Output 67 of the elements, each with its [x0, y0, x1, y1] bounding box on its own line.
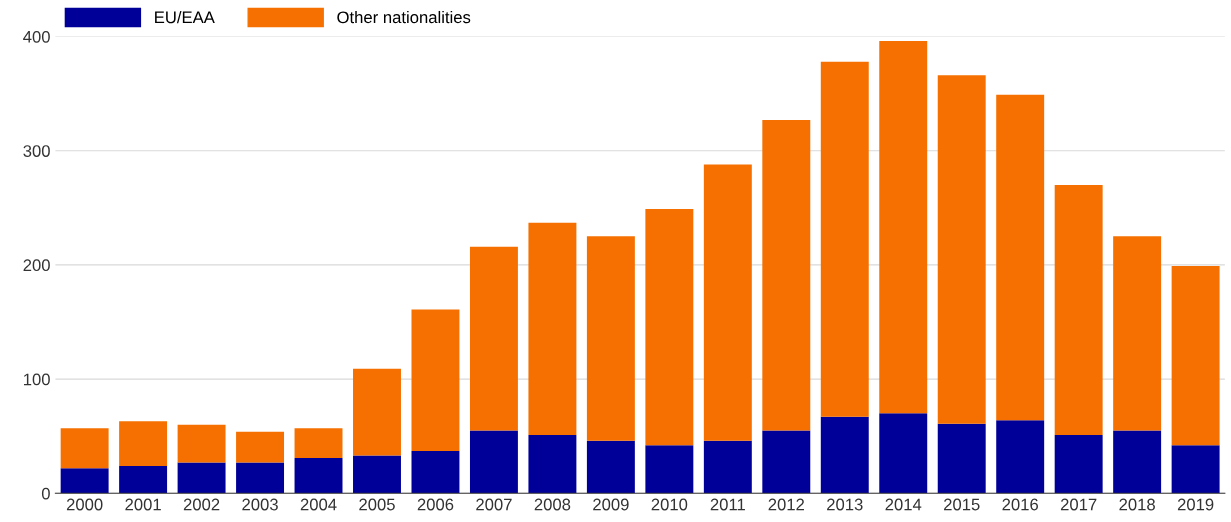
x-tick-label: 2014: [885, 498, 922, 511]
bar: [645, 445, 694, 494]
x-tick-label: 2018: [1119, 498, 1155, 511]
x-tick-label: 2013: [827, 498, 863, 511]
x-tick-label: 2000: [66, 498, 103, 511]
bar: [820, 61, 869, 417]
bar: [645, 208, 694, 446]
bar: [236, 431, 285, 463]
x-tick-label: 2006: [417, 498, 454, 511]
bar: [937, 75, 986, 424]
x-tick-label: 2003: [242, 498, 278, 511]
x-tick-label: 2001: [125, 498, 161, 511]
x-tick-label: 2007: [476, 498, 512, 511]
y-tick-label: 300: [23, 145, 50, 157]
bar: [762, 430, 811, 494]
bar: [60, 428, 109, 469]
bar: [879, 413, 928, 494]
legend-label: Other nationalities: [337, 10, 471, 24]
bar: [177, 462, 226, 494]
x-tick-label: 2015: [944, 498, 980, 511]
bar: [411, 309, 460, 452]
bar: [353, 455, 401, 494]
bar: [937, 423, 986, 494]
bar: [586, 236, 635, 441]
x-tick-label: 2017: [1060, 498, 1097, 511]
bar: [879, 41, 928, 414]
bar: [1113, 236, 1162, 431]
bar: [820, 416, 869, 494]
bar: [353, 368, 401, 456]
bar: [294, 428, 343, 458]
legend-label: EU/EAA: [155, 10, 215, 24]
bar: [762, 119, 811, 431]
bar: [294, 457, 343, 494]
bar: [469, 246, 518, 431]
x-tick-label: 2004: [300, 498, 337, 511]
x-tick-label: 2012: [768, 498, 804, 511]
x-tick-label: 2009: [593, 498, 629, 511]
bar: [411, 451, 460, 494]
y-tick-label: 100: [24, 373, 50, 386]
bar: [1113, 430, 1162, 494]
x-tick-label: 2010: [651, 498, 688, 511]
x-tick-label: 2011: [710, 498, 745, 511]
bar: [586, 440, 635, 494]
bar: [119, 421, 168, 466]
bar: [119, 465, 168, 494]
bar: [996, 420, 1045, 494]
y-tick-label: 400: [23, 30, 50, 43]
bar: [703, 440, 752, 494]
y-tick-label: 0: [41, 487, 50, 500]
x-tick-label: 2016: [1002, 498, 1038, 511]
bar: [1171, 445, 1220, 494]
bar: [528, 435, 577, 494]
bar: [177, 424, 226, 463]
bar: [236, 462, 285, 494]
y-tick-label: 200: [23, 259, 50, 272]
bar: [469, 430, 518, 494]
x-tick-label: 2002: [183, 498, 220, 511]
bar: [1054, 435, 1103, 494]
x-tick-label: 2005: [359, 498, 395, 511]
x-tick-label: 2019: [1177, 498, 1214, 511]
bar: [60, 468, 109, 494]
bar: [1054, 184, 1103, 436]
bar: [996, 94, 1045, 421]
bar: [1171, 266, 1220, 446]
bar: [528, 222, 577, 436]
bar: [703, 164, 752, 441]
x-tick-label: 2008: [534, 498, 571, 511]
